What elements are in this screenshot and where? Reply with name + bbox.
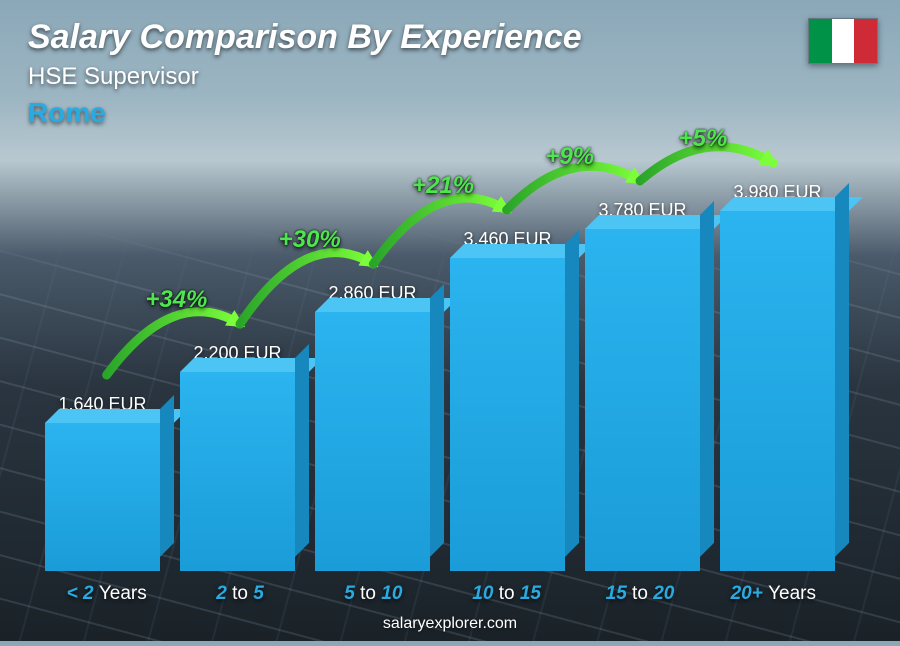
- bar: [450, 258, 565, 571]
- chart-header: Salary Comparison By Experience HSE Supe…: [28, 18, 582, 129]
- x-axis-label: < 2 Years: [40, 583, 173, 605]
- bar-chart: 1,640 EUR2,200 EUR2,860 EUR3,460 EUR3,78…: [40, 151, 840, 571]
- chart-subtitle: HSE Supervisor: [28, 63, 582, 91]
- chart-city: Rome: [28, 97, 582, 129]
- bar: [315, 312, 430, 571]
- percent-increase-label: +5%: [679, 125, 728, 153]
- x-axis-label: 20+ Years: [707, 583, 840, 605]
- x-axis-label: 15 to 20: [573, 583, 706, 605]
- bar-group: 3,780 EUR: [580, 200, 705, 571]
- x-axis-label: 10 to 15: [440, 583, 573, 605]
- country-flag-icon: [808, 18, 878, 64]
- flag-stripe-2: [854, 19, 877, 63]
- bar: [180, 372, 295, 571]
- x-axis: < 2 Years2 to 55 to 1010 to 1515 to 2020…: [40, 583, 840, 605]
- bar: [720, 211, 835, 571]
- bar-group: 2,860 EUR: [310, 283, 435, 571]
- bar-group: 2,200 EUR: [175, 343, 300, 571]
- flag-stripe-0: [809, 19, 832, 63]
- bar: [45, 423, 160, 571]
- x-axis-label: 5 to 10: [307, 583, 440, 605]
- footer-source: salaryexplorer.com: [0, 615, 900, 633]
- bar-group: 1,640 EUR: [40, 394, 165, 571]
- chart-title: Salary Comparison By Experience: [28, 18, 582, 57]
- bar-group: 3,460 EUR: [445, 229, 570, 571]
- flag-stripe-1: [832, 19, 855, 63]
- bar: [585, 229, 700, 571]
- x-axis-label: 2 to 5: [173, 583, 306, 605]
- bar-group: 3,980 EUR: [715, 182, 840, 571]
